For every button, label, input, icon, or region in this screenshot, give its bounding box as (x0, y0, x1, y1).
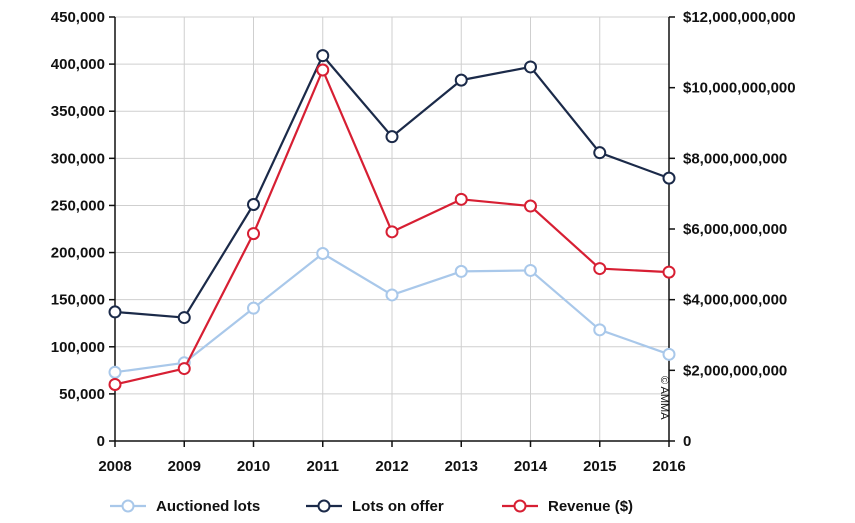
left-tick-label: 400,000 (51, 56, 105, 73)
left-tick-label: 300,000 (51, 150, 105, 167)
data-point-lots-on-offer (593, 146, 607, 160)
right-axis-ticks: 0 $2,000,000,000 $4,000,000,000 $6,000,000,… (669, 9, 796, 450)
left-tick-label: 150,000 (51, 292, 105, 309)
data-point-revenue (385, 225, 399, 239)
legend-swatch-marker (513, 499, 527, 513)
x-axis-ticks: 2008 2009 2010 2011 2012 2013 2014 2015 2016 (98, 441, 686, 475)
data-point-revenue (662, 265, 676, 279)
data-point-lots-on-offer (385, 130, 399, 144)
legend-swatch-marker (121, 499, 135, 513)
x-tick-label: 2014 (514, 458, 548, 475)
data-point-lots-on-offer (524, 60, 537, 74)
data-point-revenue (247, 227, 260, 241)
data-point-revenue (524, 199, 537, 213)
left-tick-label: 250,000 (51, 197, 105, 214)
data-point-auctioned-lots (662, 347, 676, 361)
right-tick-label: $12,000,000,000 (683, 9, 796, 26)
data-point-lots-on-offer (247, 198, 260, 212)
legend-swatch-marker (317, 499, 331, 513)
data-point-revenue (593, 262, 607, 276)
legend-item-revenue: Revenue ($) (502, 498, 633, 515)
right-tick-label: 0 (683, 433, 691, 450)
left-tick-label: 450,000 (51, 9, 105, 26)
data-point-revenue (108, 377, 122, 391)
data-point-auctioned-lots (524, 263, 537, 277)
right-tick-label: $10,000,000,000 (683, 80, 796, 97)
left-tick-label: 50,000 (59, 386, 105, 403)
right-tick-label: $2,000,000,000 (683, 362, 787, 379)
data-point-auctioned-lots (247, 301, 260, 315)
copyright-watermark: © AMMA (658, 376, 670, 420)
data-point-auctioned-lots (385, 288, 399, 302)
legend: Auctioned lots Lots on offer Revenue ($) (110, 498, 633, 515)
data-point-lots-on-offer (177, 311, 191, 325)
data-point-revenue (454, 192, 468, 206)
data-point-auctioned-lots (316, 246, 330, 260)
x-tick-label: 2009 (168, 458, 201, 475)
series-group (108, 49, 676, 391)
left-axis-ticks: 0 50,000 100,000 150,000 200,000 250,000 300,0… (51, 9, 115, 450)
data-point-lots-on-offer (316, 49, 330, 63)
left-tick-label: 100,000 (51, 339, 105, 356)
legend-label: Auctioned lots (156, 498, 260, 515)
legend-label: Lots on offer (352, 498, 444, 515)
x-tick-label: 2012 (375, 458, 408, 475)
data-point-revenue (316, 63, 330, 77)
x-tick-label: 2015 (583, 458, 616, 475)
right-tick-label: $6,000,000,000 (683, 221, 787, 238)
x-tick-label: 2011 (306, 458, 339, 475)
right-tick-label: $4,000,000,000 (683, 292, 787, 309)
x-tick-label: 2016 (652, 458, 685, 475)
left-tick-label: 200,000 (51, 245, 105, 262)
legend-label: Revenue ($) (548, 498, 633, 515)
data-point-auctioned-lots (108, 365, 122, 379)
left-tick-label: 350,000 (51, 103, 105, 120)
x-tick-label: 2010 (237, 458, 270, 475)
data-point-lots-on-offer (108, 305, 122, 319)
left-tick-label: 0 (97, 433, 105, 450)
legend-item-lots-on-offer: Lots on offer (306, 498, 444, 515)
x-tick-label: 2013 (445, 458, 478, 475)
x-tick-label: 2008 (98, 458, 131, 475)
right-tick-label: $8,000,000,000 (683, 150, 787, 167)
legend-item-auctioned-lots: Auctioned lots (110, 498, 260, 515)
data-point-revenue (177, 362, 191, 376)
data-point-auctioned-lots (454, 264, 468, 278)
data-point-lots-on-offer (454, 73, 468, 87)
data-point-lots-on-offer (662, 171, 676, 185)
data-point-auctioned-lots (593, 323, 607, 337)
